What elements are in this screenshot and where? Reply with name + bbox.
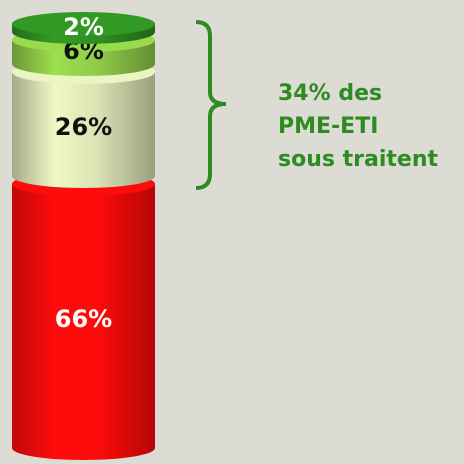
bracket — [195, 20, 227, 190]
annotation: 34% des — [278, 81, 382, 106]
annotation: sous traitent — [278, 147, 438, 172]
value-label: 26% — [55, 113, 112, 141]
value-label: 2% — [63, 13, 104, 41]
segment — [12, 184, 155, 448]
value-label: 66% — [55, 305, 112, 333]
segment-cap — [12, 12, 155, 36]
segment — [12, 72, 155, 176]
annotation: PME-ETI — [278, 114, 378, 139]
